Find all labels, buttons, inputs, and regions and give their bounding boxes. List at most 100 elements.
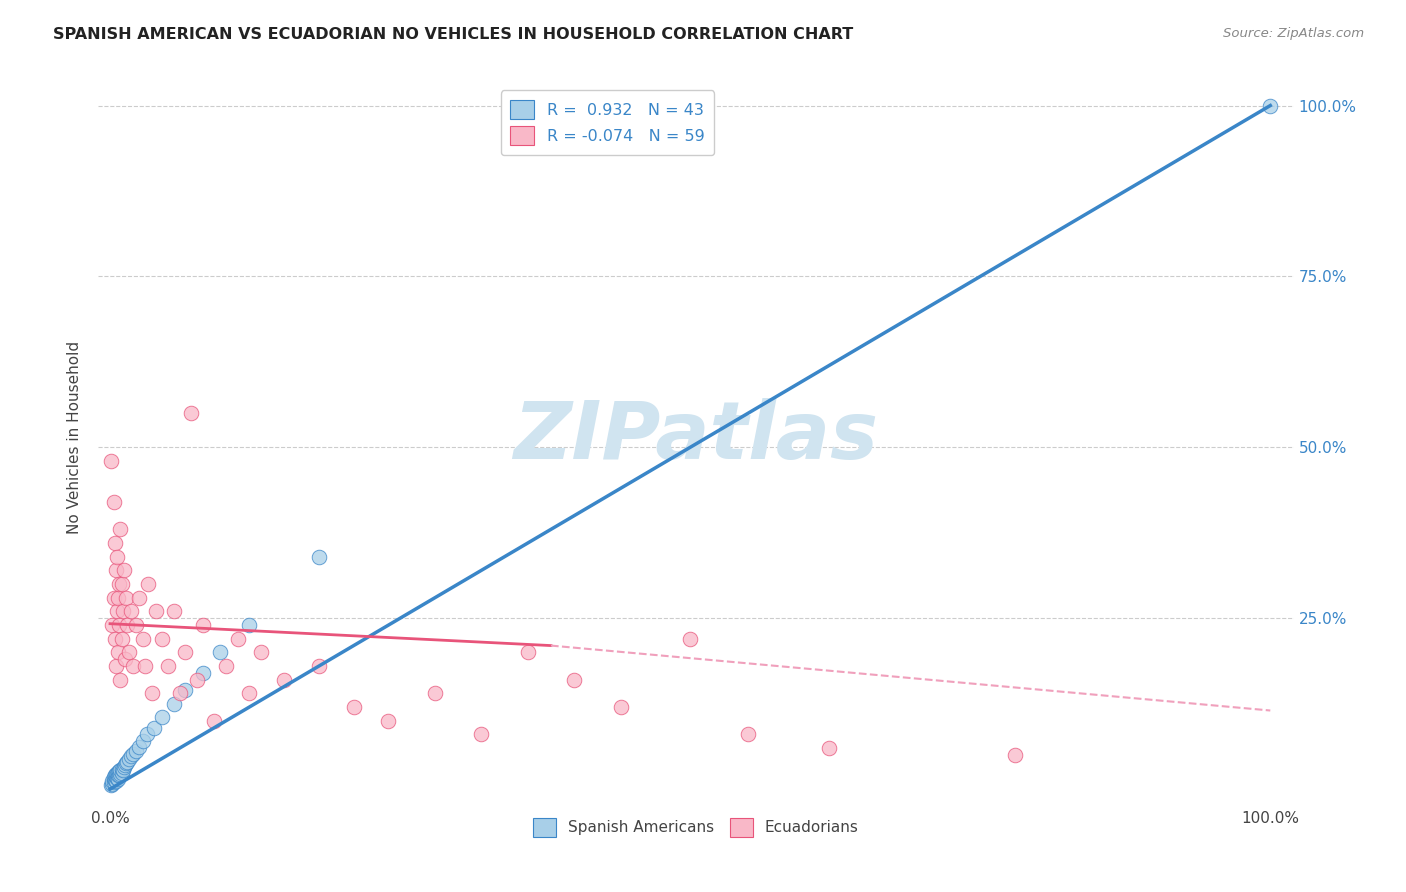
Point <box>105 771 128 785</box>
Point <box>204 714 226 728</box>
Point <box>737 727 759 741</box>
Point <box>377 714 399 728</box>
Point <box>174 645 197 659</box>
Point <box>111 762 134 776</box>
Point <box>679 632 702 646</box>
Point <box>516 645 538 659</box>
Point <box>111 604 134 618</box>
Point <box>117 752 139 766</box>
Point <box>104 632 127 646</box>
Point <box>104 536 127 550</box>
Point <box>273 673 295 687</box>
Point <box>111 577 134 591</box>
Point <box>111 765 134 780</box>
Point <box>103 770 125 784</box>
Point <box>105 604 128 618</box>
Point <box>186 673 208 687</box>
Point <box>562 673 585 687</box>
Point <box>103 495 125 509</box>
Point <box>122 659 145 673</box>
Point <box>101 618 124 632</box>
Point <box>103 775 125 789</box>
Point <box>215 659 238 673</box>
Point <box>108 768 131 782</box>
Text: Source: ZipAtlas.com: Source: ZipAtlas.com <box>1223 27 1364 40</box>
Point <box>110 763 132 777</box>
Point <box>104 563 127 577</box>
Point <box>134 659 156 673</box>
Point <box>115 591 138 605</box>
Point <box>163 697 186 711</box>
Point <box>141 686 163 700</box>
Point <box>104 659 127 673</box>
Point <box>101 777 124 791</box>
Point <box>145 604 167 618</box>
Point <box>226 632 249 646</box>
Point <box>470 727 492 741</box>
Point <box>250 645 273 659</box>
Legend: Spanish Americans, Ecuadorians: Spanish Americans, Ecuadorians <box>527 812 865 843</box>
Point <box>104 770 127 784</box>
Point <box>124 618 146 632</box>
Point <box>818 741 841 756</box>
Point <box>112 563 135 577</box>
Point <box>104 772 127 787</box>
Point <box>609 700 631 714</box>
Point <box>108 764 131 779</box>
Point <box>111 632 134 646</box>
Point <box>101 773 124 788</box>
Point <box>1004 747 1026 762</box>
Point <box>104 768 127 782</box>
Point <box>111 763 134 777</box>
Point <box>343 700 366 714</box>
Point <box>108 577 131 591</box>
Point <box>157 659 180 673</box>
Point <box>169 686 191 700</box>
Point <box>114 652 136 666</box>
Point <box>124 744 146 758</box>
Point <box>150 632 173 646</box>
Point <box>238 686 260 700</box>
Point <box>308 549 330 564</box>
Point <box>163 604 186 618</box>
Point <box>143 721 166 735</box>
Point <box>128 591 150 605</box>
Point <box>209 645 232 659</box>
Point <box>114 758 136 772</box>
Point <box>115 756 138 771</box>
Point <box>107 591 129 605</box>
Text: ZIPatlas: ZIPatlas <box>513 398 879 476</box>
Point <box>104 773 127 788</box>
Point <box>107 768 129 782</box>
Point <box>103 772 125 786</box>
Point <box>308 659 330 673</box>
Point <box>174 683 197 698</box>
Point <box>131 632 153 646</box>
Point <box>110 767 132 781</box>
Point <box>117 618 139 632</box>
Point <box>110 522 132 536</box>
Point <box>104 767 127 781</box>
Point <box>191 618 214 632</box>
Point <box>131 734 153 748</box>
Point <box>423 686 446 700</box>
Point <box>112 760 135 774</box>
Point <box>110 673 132 687</box>
Point <box>100 454 122 468</box>
Point <box>107 772 129 786</box>
Point <box>238 618 260 632</box>
Point <box>117 755 139 769</box>
Point <box>136 577 159 591</box>
Point <box>128 739 150 754</box>
Point <box>150 710 173 724</box>
Point <box>1258 98 1281 112</box>
Point <box>105 549 128 564</box>
Point <box>191 665 214 680</box>
Point <box>100 778 122 792</box>
Point <box>120 604 142 618</box>
Point <box>136 727 159 741</box>
Y-axis label: No Vehicles in Household: No Vehicles in Household <box>67 341 83 533</box>
Point <box>108 618 131 632</box>
Point <box>120 749 142 764</box>
Point <box>107 645 129 659</box>
